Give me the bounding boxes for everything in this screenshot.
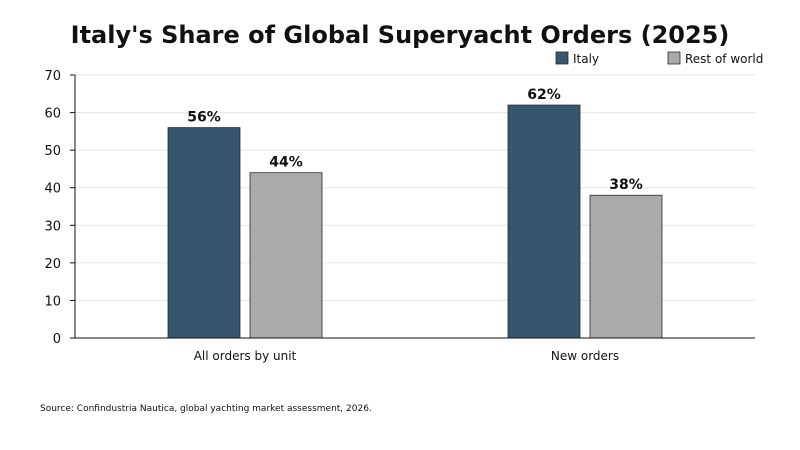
y-tick-label: 60	[44, 107, 61, 122]
x-tick-label: New orders	[551, 349, 619, 363]
legend-swatch	[555, 51, 569, 65]
y-tick-label: 20	[44, 257, 61, 272]
source-note: Source: Confindustria Nautica, global ya…	[40, 404, 372, 414]
y-tick-label: 0	[53, 332, 61, 347]
axes: 0 10 20 30 40 50 60 70 All orders by unit New ord…	[44, 69, 755, 363]
chart-title: Italy's Share of Global Superyacht Order…	[71, 21, 730, 49]
data-label: 62%	[527, 87, 561, 103]
legend-swatch	[667, 51, 681, 65]
bar	[249, 172, 323, 339]
y-tick-label: 50	[44, 144, 61, 159]
y-tick-label: 70	[44, 69, 61, 84]
data-label: 56%	[187, 110, 221, 126]
legend-label: Italy	[573, 52, 599, 66]
bar	[589, 194, 663, 339]
data-label: 44%	[269, 155, 303, 171]
y-tick-label: 10	[44, 294, 61, 309]
bar	[507, 104, 581, 339]
x-tick-label: All orders by unit	[194, 349, 297, 363]
y-tick-label: 40	[44, 182, 61, 197]
data-label: 38%	[609, 177, 643, 193]
legend-label: Rest of world	[685, 52, 763, 66]
bar	[167, 127, 241, 339]
legend: Italy Rest of world	[555, 51, 763, 66]
y-tick-label: 30	[44, 219, 61, 234]
bars: 56% 44% 62% 38%	[167, 87, 663, 339]
